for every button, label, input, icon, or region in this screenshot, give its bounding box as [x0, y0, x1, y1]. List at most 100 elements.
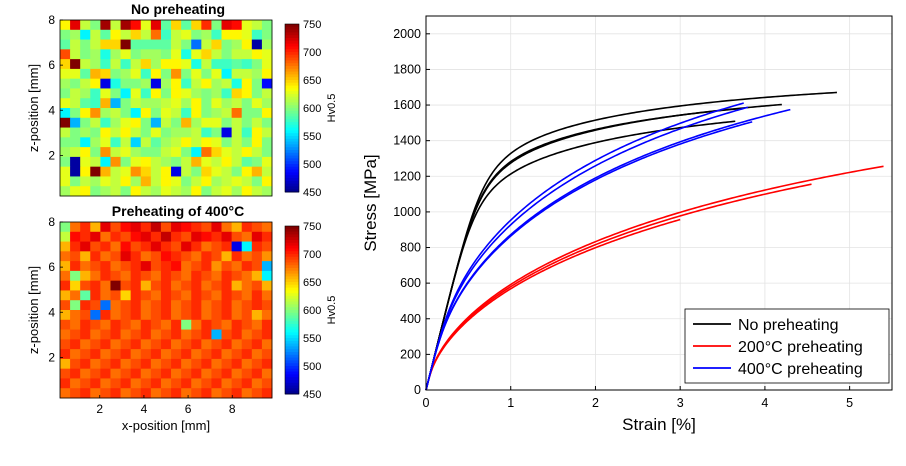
- heatmap-cell: [100, 329, 111, 340]
- heatmap-cell: [140, 280, 152, 291]
- heatmap-cell: [140, 186, 152, 197]
- colorbar-frame: [284, 225, 300, 395]
- heatmap-cell: [211, 270, 222, 282]
- heatmap-cell: [261, 108, 273, 119]
- heatmap-cell: [171, 378, 182, 389]
- heatmap-cell: [191, 358, 202, 370]
- heatmap-cell: [80, 176, 91, 187]
- y-tick-label: 6: [48, 260, 55, 274]
- heatmap-cell: [80, 378, 91, 389]
- colorbar-swatch: [285, 259, 299, 263]
- heatmap-cell: [181, 378, 192, 389]
- heatmap-cell: [241, 290, 253, 301]
- heatmap-cell: [110, 388, 121, 399]
- heatmap-cell: [221, 368, 233, 379]
- heatmap-cell: [201, 117, 212, 128]
- heatmap-cell: [251, 251, 263, 262]
- heatmap-cell: [191, 156, 202, 168]
- heatmap-no-preheating: No preheating 2 4 6 8 z-position [mm] 450 500 55…: [26, 1, 338, 199]
- heatmap-cell: [80, 156, 91, 168]
- heatmap-cell: [80, 270, 91, 282]
- heatmap-cell: [130, 280, 142, 291]
- heatmap-cell: [241, 349, 253, 360]
- heatmap-cell: [211, 261, 222, 272]
- heatmap-cell: [181, 156, 192, 168]
- colorbar-swatch: [285, 279, 299, 283]
- heatmap-cell: [60, 49, 71, 60]
- series-line-1: [425, 165, 884, 391]
- heatmap-cell: [110, 280, 121, 291]
- heatmap-cell: [80, 78, 91, 89]
- heatmap-cell: [231, 378, 243, 389]
- heatmap-cell: [191, 280, 202, 291]
- heatmap-cell: [211, 108, 222, 119]
- heatmap-cell: [160, 251, 172, 262]
- y-tick-label: 200: [400, 347, 421, 361]
- heatmap-cell: [130, 388, 142, 399]
- heatmap-cell: [191, 378, 202, 389]
- colorbar-tick-label: 500: [303, 361, 321, 373]
- heatmap-cell: [130, 59, 142, 70]
- heatmap-cell: [251, 358, 263, 370]
- heatmap-cell: [211, 368, 222, 379]
- heatmap-cell: [181, 78, 192, 89]
- heatmap-cell: [140, 29, 152, 40]
- colorbar-swatch: [285, 368, 299, 373]
- heatmap-cell: [201, 166, 212, 177]
- heatmap-cell: [231, 156, 243, 168]
- heatmap-cell: [140, 137, 152, 148]
- heatmap-cell: [110, 20, 121, 31]
- heatmap-cell: [70, 241, 81, 252]
- heatmap-cell: [160, 68, 172, 80]
- heatmap-cell: [211, 358, 222, 370]
- y-tick-label: 1400: [393, 134, 421, 148]
- heatmap-cell: [130, 108, 142, 119]
- heatmap-cell: [140, 349, 152, 360]
- heatmap-cell: [110, 156, 121, 168]
- heatmap-cell: [100, 270, 111, 282]
- heatmap-cell: [130, 88, 142, 99]
- heatmap-cell: [140, 231, 152, 242]
- heatmap-cell: [60, 222, 71, 233]
- heatmap-cell: [90, 88, 101, 99]
- heatmap-cell: [261, 319, 273, 330]
- heatmap-cell: [231, 117, 243, 128]
- heatmap-cell: [150, 88, 162, 99]
- heatmap-cell: [221, 378, 233, 389]
- heatmap-cell: [130, 117, 142, 128]
- heatmap-cell: [231, 241, 243, 252]
- heatmap-cell: [120, 290, 132, 301]
- heatmap-cell: [171, 358, 182, 370]
- heatmap-cell: [201, 29, 212, 40]
- heatmap-cell: [231, 329, 243, 340]
- heatmap-cell: [70, 29, 81, 40]
- heatmap-cell: [90, 137, 101, 148]
- x-tick-label: 1: [507, 396, 514, 410]
- y-tick-label: 800: [400, 241, 421, 255]
- stress-strain-chart: 0 1 2 3 4 5 0 200 400 600 800 1000 1200 1400 1600 1800 2…: [361, 15, 893, 434]
- colorbar-swatch: [285, 124, 299, 129]
- colorbar-swatch: [285, 178, 299, 182]
- colorbar-swatch: [285, 343, 299, 347]
- heatmap-cell: [251, 49, 263, 60]
- heatmap-cell: [150, 49, 162, 60]
- heatmap-cell: [90, 39, 101, 50]
- heatmap-cell: [241, 270, 253, 282]
- heatmap-cell: [80, 261, 91, 272]
- heatmap-cell: [181, 49, 192, 60]
- heatmap-cell: [231, 251, 243, 262]
- heatmap-cell: [150, 59, 162, 70]
- colorbar-swatch: [285, 254, 299, 258]
- colorbar-swatch: [285, 141, 299, 145]
- colorbar-swatch: [285, 169, 299, 173]
- colorbar-tick-label: 750: [303, 221, 321, 233]
- colorbar-tick-label: 450: [303, 187, 321, 199]
- heatmap-cell: [251, 388, 263, 399]
- y-tick-label: 8: [48, 215, 55, 229]
- heatmap-cell: [251, 127, 263, 138]
- colorbar-swatch: [285, 349, 299, 353]
- heatmap-cell: [140, 88, 152, 99]
- heatmap-cell: [80, 137, 91, 148]
- heatmap-cell: [181, 261, 192, 272]
- heatmap-cell: [70, 98, 81, 109]
